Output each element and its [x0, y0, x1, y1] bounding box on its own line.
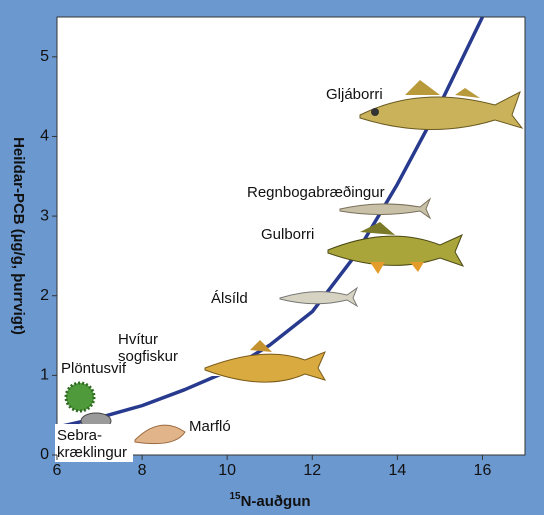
data-line [57, 17, 485, 429]
x-tick-label: 8 [138, 462, 147, 479]
x-label-text: N-auðgun [241, 493, 311, 510]
annotation: Sebra- [57, 427, 102, 444]
y-tick-label: 1 [40, 367, 49, 384]
amphipod [134, 424, 186, 445]
label-box [55, 424, 133, 462]
annotation: sogfiskur [118, 348, 178, 365]
annotation: Álsíld [211, 290, 248, 307]
annotation: kræklingur [57, 444, 127, 461]
annotation: Plöntusvif [61, 360, 127, 377]
y-tick-label: 2 [40, 287, 49, 304]
annotation: Regnbogabræðingur [247, 184, 385, 201]
annotation: Hvítur [118, 331, 158, 348]
annotation: Gulborri [261, 226, 314, 243]
illustrations [55, 80, 524, 462]
rainbow-smelt [339, 197, 432, 220]
yellow-perch [327, 222, 465, 274]
x-tick-label: 14 [388, 462, 406, 479]
y-axis-label: Heildar-PCB (µg/g, þurrvigt) [10, 137, 27, 335]
x-tick-label: 12 [303, 462, 321, 479]
y-tick-label: 5 [40, 48, 49, 65]
white-sucker [195, 340, 327, 383]
x-tick-label: 6 [53, 462, 62, 479]
phytoplankton [64, 381, 96, 413]
y-tick-label: 0 [40, 446, 49, 463]
x-tick-label: 10 [218, 462, 236, 479]
y-tick-label: 3 [40, 207, 49, 224]
alewife [279, 286, 359, 308]
annotation: Gljáborri [326, 86, 383, 103]
y-tick-label: 4 [40, 128, 49, 145]
plot-layer [57, 17, 485, 429]
x-label-superscript: 15 [229, 491, 241, 502]
walleye [359, 80, 524, 130]
x-tick-label: 16 [474, 462, 492, 479]
annotation: Marfló [189, 418, 231, 435]
x-axis-label: 15N-auðgun [229, 491, 310, 510]
